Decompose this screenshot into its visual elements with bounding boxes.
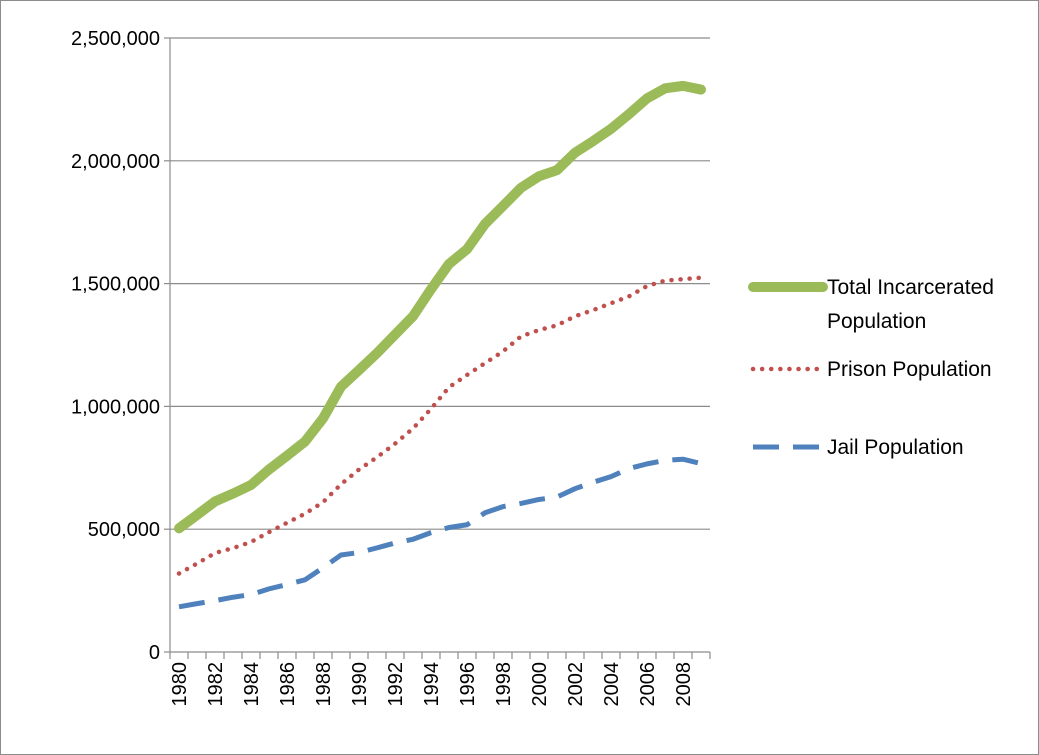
- x-tick-label: 1986: [277, 662, 299, 707]
- y-tick-label: 2,000,000: [71, 151, 160, 173]
- x-tick-label: 1994: [421, 662, 443, 707]
- x-tick-label: 1984: [241, 662, 263, 707]
- x-tick-label: 1998: [493, 662, 515, 707]
- axes: [164, 37, 711, 659]
- x-tick-label: 1982: [205, 662, 227, 707]
- legend: Total Incarcerated Population Prison Popul…: [748, 276, 994, 459]
- x-tick-label: 1990: [349, 662, 371, 707]
- x-tick-label: 2000: [529, 662, 551, 707]
- x-tick-label: 2006: [637, 662, 659, 707]
- series-line-2: [178, 456, 702, 610]
- legend-label-1: Prison Population: [827, 358, 992, 381]
- series-line-1: [176, 275, 704, 576]
- x-tick-label: 2002: [565, 662, 587, 707]
- x-tick-label: 1980: [169, 662, 191, 707]
- y-axis-tick-labels: 0 500,000 1,000,000 1,500,000 2,000,000 2,500…: [71, 28, 160, 664]
- legend-label-2: Jail Population: [827, 436, 964, 459]
- legend-label-0: Total Incarcerated Population: [827, 276, 994, 333]
- y-tick-label: 1,500,000: [71, 274, 160, 296]
- x-tick-label: 1996: [457, 662, 479, 707]
- x-tick-label: 2008: [673, 662, 695, 707]
- series-line-0: [174, 80, 706, 534]
- x-tick-label: 1992: [385, 662, 407, 707]
- y-tick-label: 2,500,000: [71, 28, 160, 50]
- y-tick-label: 1,000,000: [71, 396, 160, 418]
- y-tick-label: 0: [149, 642, 160, 664]
- x-tick-label: 1988: [313, 662, 335, 707]
- x-axis-tick-labels: 1980 1982 1984 1986 1988 1990 1992 1994 1996 1998…: [169, 662, 695, 707]
- x-tick-label: 2004: [601, 662, 623, 707]
- series-lines: [174, 80, 706, 610]
- y-tick-label: 500,000: [88, 519, 160, 541]
